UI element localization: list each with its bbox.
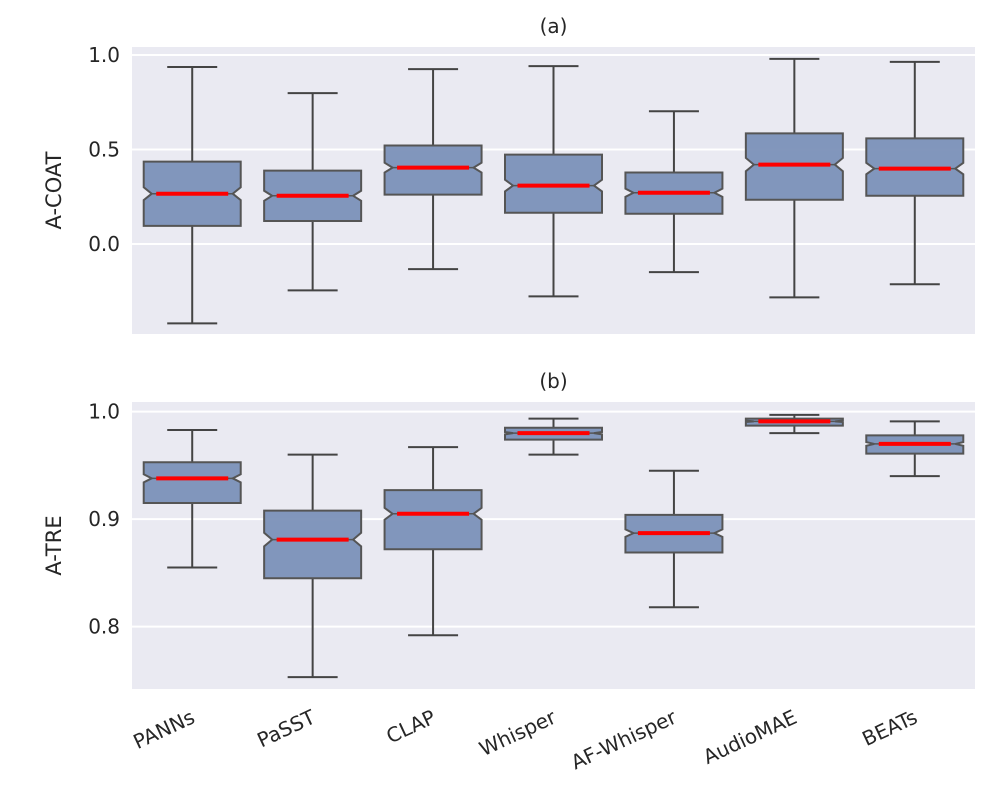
box-passt xyxy=(263,453,363,679)
box-af-whisper xyxy=(624,110,724,274)
x-tick-label: PANNs xyxy=(129,705,198,754)
panel-a: 0.0 0.5 1.0 (a) A-COAT xyxy=(42,14,975,334)
y-axis-label-a: A-COAT xyxy=(42,151,66,229)
box-audiomae xyxy=(744,413,844,435)
x-tick-label: PaSST xyxy=(253,704,319,752)
panel-title-a: (a) xyxy=(540,14,568,38)
box-passt xyxy=(263,92,363,292)
y-axis-label-b: A-TRE xyxy=(42,515,66,575)
x-tick-labels: PANNs PaSST CLAP Whisper AF-Whisper AudioMAE B… xyxy=(129,704,920,774)
y-tick-label: 0.5 xyxy=(88,137,120,161)
box-audiomae xyxy=(744,57,844,299)
box-body xyxy=(383,144,483,196)
box-beats xyxy=(865,420,965,478)
box-beats xyxy=(865,60,965,286)
x-tick-label: AudioMAE xyxy=(699,705,800,769)
panel-b: 0.8 0.9 1.0 (b) A-TRE xyxy=(42,369,975,689)
box-whisper xyxy=(504,417,603,456)
x-tick-label: CLAP xyxy=(383,705,440,748)
box-body xyxy=(263,509,363,580)
y-tick-label: 1.0 xyxy=(88,400,120,424)
y-tick-label: 0.0 xyxy=(88,232,120,256)
box-af-whisper xyxy=(624,469,724,609)
box-clap xyxy=(383,68,483,271)
x-tick-label: AF-Whisper xyxy=(567,704,680,774)
panel-title-b: (b) xyxy=(539,369,567,393)
box-panns xyxy=(142,66,242,325)
box-body xyxy=(142,461,242,505)
box-clap xyxy=(383,446,483,637)
y-tick-label: 1.0 xyxy=(88,43,120,67)
y-tick-label: 0.8 xyxy=(88,615,120,639)
x-tick-label: Whisper xyxy=(475,704,560,761)
box-whisper xyxy=(504,65,603,298)
box-body xyxy=(383,489,483,551)
x-tick-label: BEATs xyxy=(858,705,921,751)
y-tick-label: 0.9 xyxy=(88,507,120,531)
box-panns xyxy=(142,428,242,569)
